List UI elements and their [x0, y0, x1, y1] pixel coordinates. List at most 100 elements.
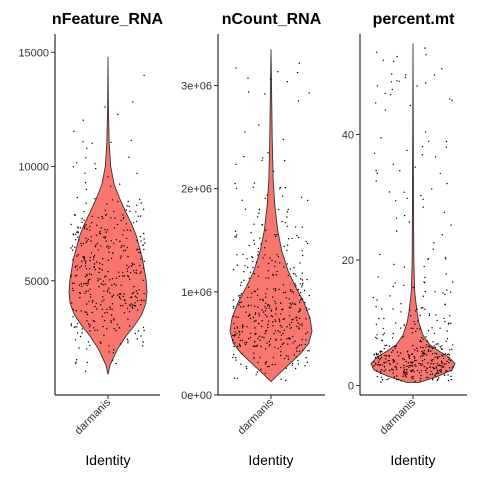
y-tick-label: 20	[342, 255, 354, 267]
data-point	[245, 341, 248, 344]
data-point	[424, 352, 426, 355]
data-point	[115, 277, 118, 279]
data-point	[84, 172, 86, 174]
data-point	[398, 80, 400, 83]
data-point	[445, 146, 448, 148]
data-point	[403, 374, 405, 376]
data-point	[274, 265, 276, 267]
data-point	[254, 312, 257, 314]
data-point	[379, 372, 382, 375]
data-point	[140, 240, 142, 242]
data-point	[84, 182, 87, 184]
data-point	[261, 336, 263, 338]
data-point	[298, 311, 300, 313]
data-point	[388, 360, 390, 362]
data-point	[427, 258, 429, 260]
data-point	[264, 302, 267, 305]
data-point	[421, 354, 423, 357]
data-point	[236, 327, 239, 329]
data-point	[86, 320, 88, 322]
data-point	[126, 268, 128, 270]
data-point	[434, 356, 436, 358]
data-point	[254, 313, 257, 315]
data-point	[394, 345, 396, 347]
data-point	[289, 327, 292, 329]
data-point	[264, 348, 267, 350]
data-point	[418, 372, 421, 374]
data-point	[392, 372, 394, 374]
data-point	[277, 209, 280, 211]
data-point	[301, 338, 303, 341]
violin-body	[370, 43, 456, 383]
data-point	[375, 51, 378, 53]
data-point	[125, 223, 128, 225]
data-point	[256, 371, 258, 373]
data-point	[104, 283, 106, 285]
data-point	[283, 245, 285, 248]
data-point	[120, 298, 122, 300]
data-point	[263, 247, 266, 249]
data-point	[97, 280, 99, 282]
data-point	[108, 251, 110, 253]
data-point	[379, 357, 382, 360]
data-point	[87, 282, 90, 284]
data-point	[393, 263, 395, 266]
data-point	[87, 323, 90, 325]
data-point	[238, 304, 240, 306]
data-point	[407, 353, 409, 356]
data-point	[115, 239, 118, 241]
data-point	[97, 249, 100, 251]
data-point	[276, 233, 278, 236]
data-point	[71, 249, 74, 251]
data-point	[431, 188, 433, 190]
data-point	[404, 76, 407, 79]
data-point	[293, 303, 295, 305]
data-point	[234, 230, 237, 232]
data-point	[410, 327, 412, 329]
data-point	[379, 352, 381, 354]
data-point	[70, 274, 72, 276]
data-point	[77, 231, 79, 233]
data-point	[403, 266, 406, 268]
data-point	[412, 344, 414, 347]
data-point	[137, 300, 139, 302]
data-point	[117, 113, 119, 116]
data-point	[425, 54, 427, 56]
data-point	[85, 260, 87, 262]
data-point	[143, 299, 145, 302]
data-point	[111, 278, 114, 280]
data-point	[412, 286, 414, 289]
data-point	[143, 292, 145, 295]
data-point	[400, 366, 402, 369]
data-point	[79, 335, 82, 338]
data-point	[301, 284, 304, 286]
data-point	[444, 353, 447, 355]
data-point	[396, 363, 398, 365]
data-point	[280, 346, 282, 348]
data-point	[381, 351, 383, 353]
data-point	[280, 334, 283, 336]
data-point	[287, 355, 289, 358]
data-point	[234, 342, 236, 344]
data-point	[113, 242, 115, 244]
data-point	[264, 254, 266, 256]
data-point	[282, 318, 284, 320]
data-point	[427, 350, 430, 353]
data-point	[386, 378, 388, 381]
data-point	[72, 316, 74, 318]
data-point	[127, 318, 129, 320]
data-point	[241, 324, 244, 326]
data-point	[281, 308, 283, 311]
data-point	[107, 176, 109, 178]
data-point	[110, 320, 112, 322]
data-point	[106, 311, 109, 314]
data-point	[446, 360, 448, 363]
data-point	[89, 296, 92, 298]
data-point	[428, 313, 430, 315]
data-point	[90, 252, 93, 254]
data-point	[275, 307, 277, 309]
data-point	[411, 376, 413, 379]
data-point	[111, 252, 114, 254]
data-point	[98, 271, 100, 274]
data-point	[110, 141, 112, 143]
